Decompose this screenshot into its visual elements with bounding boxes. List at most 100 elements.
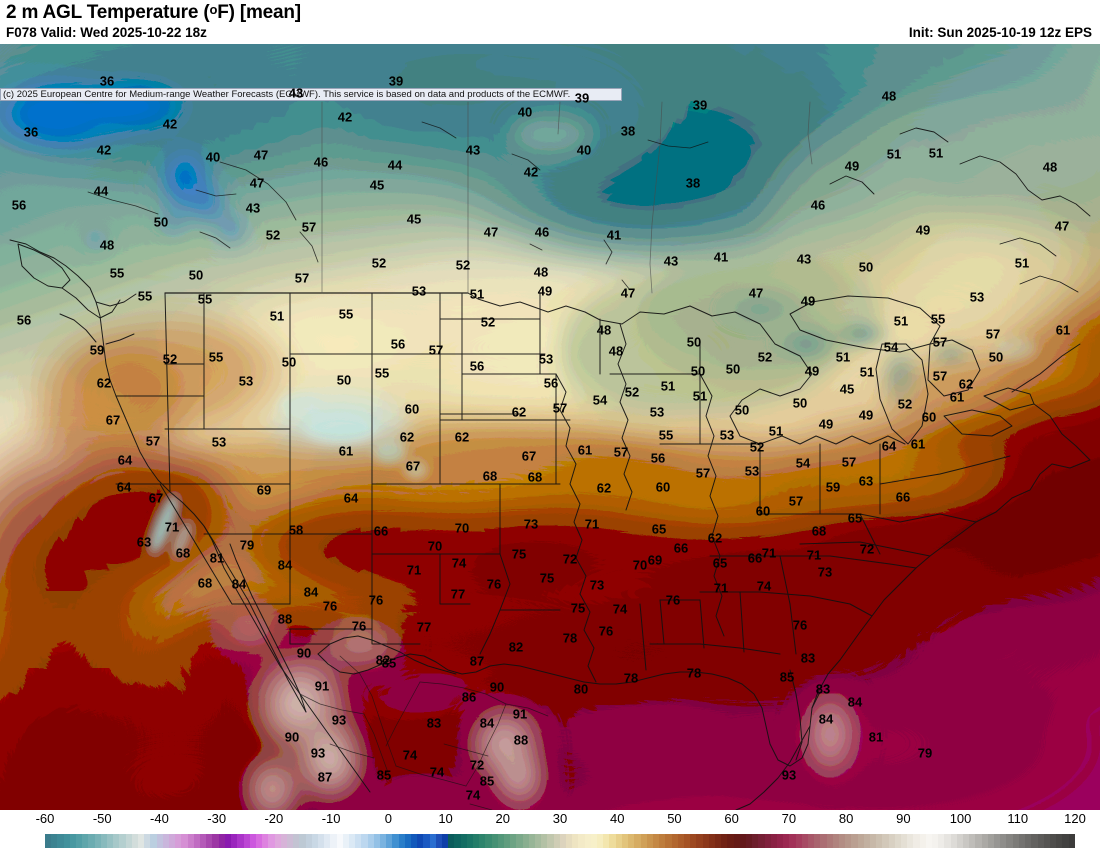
colorbar-gradient[interactable]	[45, 834, 1075, 848]
colorbar-swatch	[1025, 834, 1032, 848]
temperature-label: 61	[949, 389, 965, 405]
temperature-label: 52	[371, 255, 387, 271]
temperature-label: 77	[416, 619, 432, 635]
colorbar-swatch	[448, 834, 455, 848]
colorbar-swatch	[57, 834, 64, 848]
temperature-label: 40	[517, 104, 533, 120]
temperature-label: 51	[269, 308, 285, 324]
colorbar-swatch	[88, 834, 95, 848]
colorbar-swatch	[609, 834, 616, 848]
colorbar-swatch	[795, 834, 802, 848]
colorbar-swatch	[665, 834, 672, 848]
temperature-label: 53	[238, 373, 254, 389]
colorbar-swatch	[559, 834, 567, 848]
colorbar-swatch	[404, 834, 411, 848]
temperature-label: 49	[858, 407, 874, 423]
colorbar-tick: 50	[667, 811, 682, 826]
temperature-label: 62	[96, 375, 112, 391]
temperature-label: 79	[917, 745, 933, 761]
colorbar-swatch	[113, 834, 120, 848]
temperature-label: 54	[795, 455, 811, 471]
temperature-label: 79	[239, 537, 255, 553]
temperature-label: 47	[620, 285, 636, 301]
colorbar-swatch	[981, 834, 988, 848]
colorbar-swatch	[597, 834, 604, 848]
temperature-label: 68	[527, 469, 543, 485]
colorbar-swatch	[435, 834, 442, 848]
temperature-label: 62	[399, 429, 415, 445]
temperature-label: 51	[692, 388, 708, 404]
temperature-label: 69	[647, 552, 663, 568]
colorbar-swatch	[994, 834, 1001, 848]
temperature-map[interactable]: (c) 2025 European Centre for Medium-rang…	[0, 44, 1100, 810]
colorbar-tick: 110	[1007, 811, 1029, 826]
temperature-label: 50	[281, 354, 297, 370]
colorbar-swatch	[888, 834, 895, 848]
temperature-label: 57	[145, 433, 161, 449]
temperature-label: 71	[761, 545, 777, 561]
temperature-label: 51	[835, 349, 851, 365]
temperature-label: 64	[116, 479, 132, 495]
temperature-label: 50	[690, 363, 706, 379]
temperature-label: 74	[465, 787, 481, 803]
colorbar-swatch	[783, 834, 790, 848]
colorbar-swatch	[721, 834, 728, 848]
colorbar-swatch	[584, 834, 591, 848]
temperature-label: 62	[596, 480, 612, 496]
temperature-label: 76	[322, 598, 338, 614]
temperature-label: 53	[211, 434, 227, 450]
colorbar-swatch	[237, 834, 244, 848]
colorbar-swatch	[169, 834, 176, 848]
colorbar-swatch	[138, 834, 145, 848]
colorbar-swatch	[156, 834, 163, 848]
colorbar-swatch	[621, 834, 629, 848]
temperature-label: 48	[881, 88, 897, 104]
temperature-label: 43	[245, 200, 261, 216]
temperature-label: 91	[314, 678, 330, 694]
temperature-label: 62	[511, 404, 527, 420]
temperature-label: 71	[584, 516, 600, 532]
temperature-label: 47	[253, 147, 269, 163]
colorbar-swatch	[336, 834, 343, 848]
temperature-label: 49	[915, 222, 931, 238]
temperature-label: 62	[707, 530, 723, 546]
temperature-label: 55	[197, 291, 213, 307]
temperature-label: 52	[897, 396, 913, 412]
colorbar-swatch	[317, 834, 325, 848]
temperature-label: 42	[96, 142, 112, 158]
colorbar-swatch	[150, 834, 157, 848]
colorbar-swatch	[1043, 834, 1050, 848]
temperature-label: 50	[188, 267, 204, 283]
temperature-label: 48	[533, 264, 549, 280]
colorbar-swatch	[82, 834, 89, 848]
temperature-label: 64	[881, 438, 897, 454]
colorbar-swatch	[845, 834, 852, 848]
colorbar-swatch	[1000, 834, 1007, 848]
colorbar-swatch	[218, 834, 225, 848]
colorbar-swatch	[497, 834, 505, 848]
temperature-label: 67	[405, 458, 421, 474]
temperature-label: 78	[686, 665, 702, 681]
colorbar-swatch	[745, 834, 753, 848]
colorbar-tick: 100	[949, 811, 972, 826]
temperature-label: 55	[374, 365, 390, 381]
temperature-label: 77	[450, 586, 466, 602]
temperature-label: 43	[796, 251, 812, 267]
temperature-label: 49	[537, 283, 553, 299]
logo-text-pre: piv	[809, 807, 865, 810]
temperature-label: 53	[719, 427, 735, 443]
colorbar-swatch	[944, 834, 951, 848]
temperature-label: 60	[921, 409, 937, 425]
colorbar-swatch	[479, 834, 486, 848]
temperature-label: 66	[895, 489, 911, 505]
colorbar-swatch	[305, 834, 312, 848]
ecmwf-attribution: (c) 2025 European Centre for Medium-rang…	[0, 88, 622, 101]
colorbar-swatch	[1062, 834, 1069, 848]
temperature-label: 80	[573, 681, 589, 697]
temperature-label: 91	[512, 706, 528, 722]
colorbar-swatch	[379, 834, 387, 848]
temperature-label: 65	[651, 521, 667, 537]
temperature-label: 90	[489, 679, 505, 695]
colorbar-swatch	[410, 834, 418, 848]
colorbar-swatch	[566, 834, 573, 848]
